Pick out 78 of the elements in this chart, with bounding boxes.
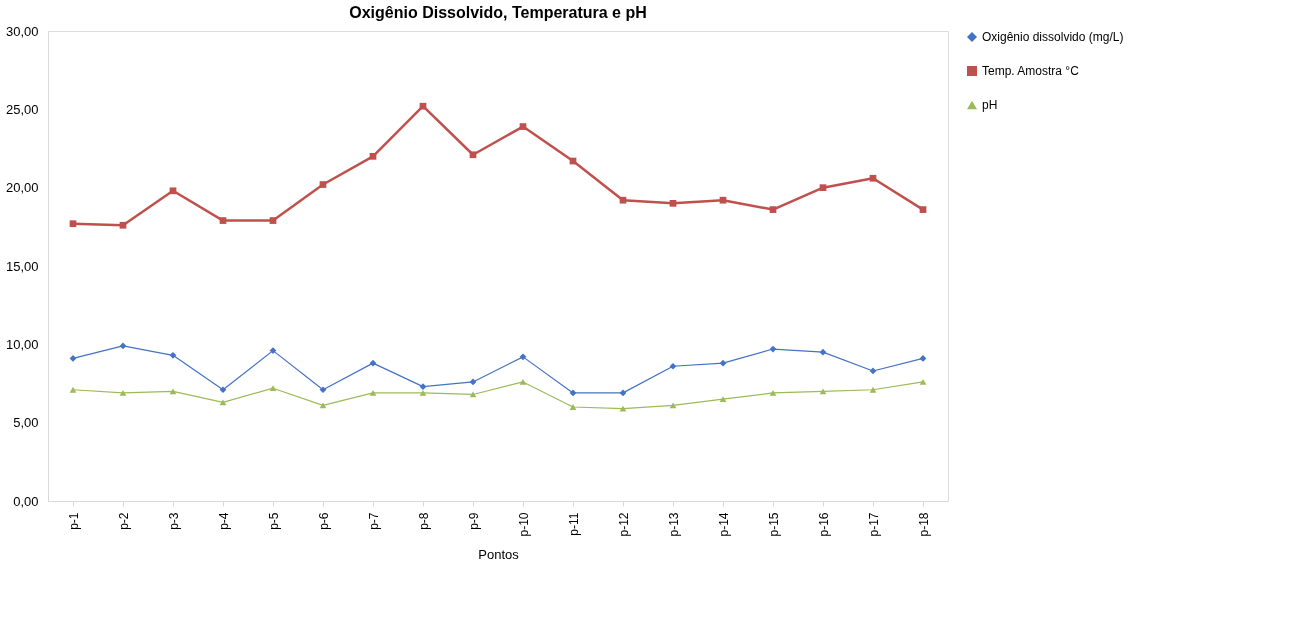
point (319, 181, 327, 188)
point (119, 221, 127, 229)
point (519, 123, 527, 130)
x-tick-label: p-4 (216, 512, 231, 530)
point (819, 388, 827, 395)
point (469, 391, 477, 398)
x-tick-label: p-2 (116, 512, 131, 530)
point (269, 217, 277, 224)
point (69, 220, 77, 228)
point (119, 342, 127, 350)
point (119, 389, 127, 396)
chart-title: Oxigênio Dissolvido, Temperatura e pH (349, 4, 647, 21)
point (169, 351, 177, 359)
x-tick-label: p-5 (266, 512, 281, 530)
point (169, 187, 177, 195)
y-tick-label: 25,00 (5, 101, 39, 117)
x-tick-label: p-10 (516, 512, 531, 537)
point (669, 362, 677, 370)
point (469, 378, 477, 386)
point (819, 348, 827, 356)
point (569, 404, 577, 410)
y-tick-label: 30,00 (5, 23, 39, 39)
x-tick-label: p-13 (666, 512, 681, 537)
point (69, 386, 77, 393)
x-tick-label: p-7 (366, 512, 381, 530)
point (469, 151, 477, 159)
point (619, 389, 627, 397)
y-tick-label: 10,00 (5, 336, 39, 352)
y-tick-label: 0,00 (13, 493, 39, 509)
x-tick-label: p-3 (166, 512, 181, 530)
point (869, 174, 877, 182)
point (369, 359, 377, 367)
point (769, 389, 777, 396)
point (769, 345, 777, 353)
point (519, 379, 527, 385)
point (919, 206, 927, 213)
point (269, 385, 277, 392)
point (219, 217, 227, 224)
point (619, 196, 627, 204)
x-axis-title: Pontos (478, 546, 520, 562)
point (669, 402, 677, 409)
point (569, 389, 577, 397)
point (319, 386, 327, 394)
point (419, 102, 427, 110)
point (219, 399, 227, 406)
y-tick-label: 15,00 (5, 258, 39, 274)
x-tick-label: p-17 (866, 512, 881, 537)
point (419, 389, 427, 396)
point (819, 184, 827, 192)
point (369, 389, 377, 396)
x-tick-label: p-11 (566, 512, 581, 536)
point (769, 206, 777, 213)
legend-label: pH (982, 98, 998, 112)
point (519, 353, 527, 361)
x-tick-label: p-1 (66, 512, 81, 530)
legend-label: Oxigênio dissolvido (mg/L) (982, 30, 1124, 44)
point (869, 386, 877, 393)
point (719, 396, 727, 403)
point (219, 386, 227, 394)
point (719, 196, 727, 204)
point (919, 379, 927, 385)
x-tick-label: p-8 (416, 512, 431, 530)
point (719, 359, 727, 367)
point (169, 388, 177, 395)
point (369, 152, 377, 160)
point (869, 367, 877, 375)
y-tick-label: 20,00 (5, 180, 39, 196)
legend-label: Temp. Amostra °C (982, 64, 1080, 78)
x-tick-label: p-15 (766, 512, 781, 537)
y-tick-label: 5,00 (13, 415, 39, 431)
point (669, 199, 677, 207)
x-tick-label: p-14 (716, 512, 731, 537)
point (319, 402, 327, 409)
x-tick-label: p-16 (816, 512, 831, 537)
x-tick-label: p-18 (916, 512, 931, 537)
x-tick-label: p-6 (316, 512, 331, 530)
x-tick-label: p-12 (616, 512, 631, 537)
x-tick-label: p-9 (466, 512, 481, 530)
